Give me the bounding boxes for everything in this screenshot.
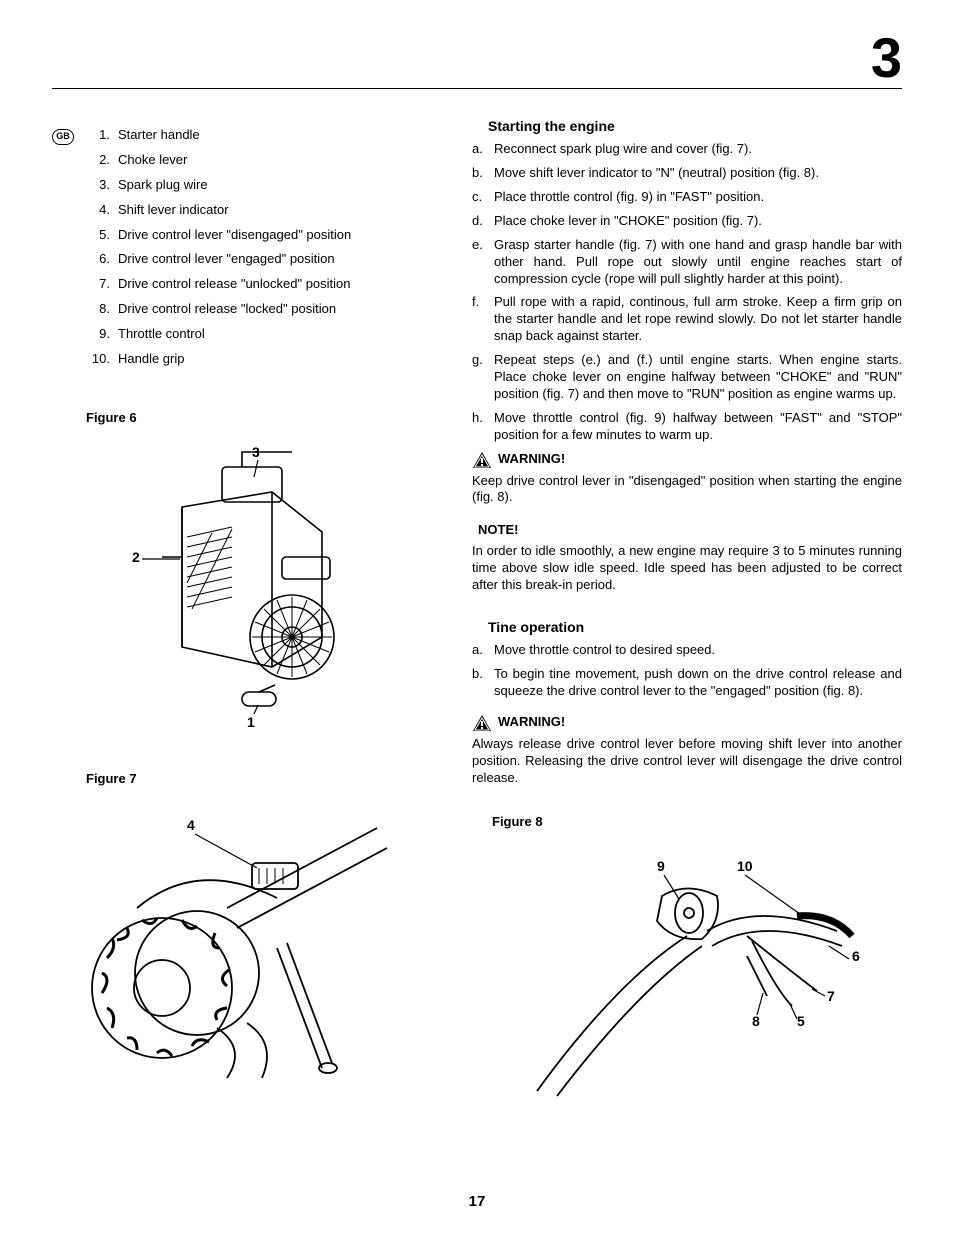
- starting-steps: a.Reconnect spark plug wire and cover (f…: [472, 141, 902, 443]
- tine-heading: Tine operation: [488, 618, 902, 636]
- list-item: 1.Starter handle: [88, 127, 351, 144]
- callout-10: 10: [737, 858, 753, 874]
- warning1-label: WARNING!: [498, 451, 565, 468]
- list-item: a.Move throttle control to desired speed…: [472, 642, 902, 659]
- list-item: b.To begin tine movement, push down on t…: [472, 666, 902, 700]
- warning-icon: [472, 451, 492, 469]
- figure8-caption: Figure 8: [492, 814, 902, 831]
- warning1-row: WARNING!: [472, 451, 902, 469]
- warning2-row: WARNING!: [472, 714, 902, 732]
- list-item: 2.Choke lever: [88, 152, 351, 169]
- callout-3: 3: [252, 444, 260, 460]
- warning2-body: Always release drive control lever befor…: [472, 736, 902, 787]
- parts-ol: 1.Starter handle 2.Choke lever 3.Spark p…: [82, 127, 351, 376]
- list-item: c.Place throttle control (fig. 9) in "FA…: [472, 189, 902, 206]
- list-item: 9.Throttle control: [88, 326, 351, 343]
- note-label: NOTE!: [478, 522, 902, 539]
- warning2-label: WARNING!: [498, 714, 565, 731]
- figure7: 4: [52, 798, 432, 1098]
- callout-6: 6: [852, 948, 860, 964]
- list-item: 10.Handle grip: [88, 351, 351, 368]
- list-item: e.Grasp starter handle (fig. 7) with one…: [472, 237, 902, 288]
- tine-steps: a.Move throttle control to desired speed…: [472, 642, 902, 700]
- figure7-caption: Figure 7: [86, 771, 432, 788]
- list-item: 3.Spark plug wire: [88, 177, 351, 194]
- list-item: g.Repeat steps (e.) and (f.) until engin…: [472, 352, 902, 403]
- note-body: In order to idle smoothly, a new engine …: [472, 543, 902, 594]
- list-item: 7.Drive control release "unlocked" posit…: [88, 276, 351, 293]
- parts-list: GB 1.Starter handle 2.Choke lever 3.Spar…: [52, 127, 432, 376]
- list-item: a.Reconnect spark plug wire and cover (f…: [472, 141, 902, 158]
- figure8: 9 10 6 7 5 8: [472, 841, 902, 1111]
- callout-7: 7: [827, 988, 835, 1004]
- chapter-number: 3: [871, 30, 902, 86]
- list-item: d.Place choke lever in "CHOKE" position …: [472, 213, 902, 230]
- list-item: h.Move throttle control (fig. 9) halfway…: [472, 410, 902, 444]
- callout-5: 5: [797, 1013, 805, 1029]
- callout-8: 8: [752, 1013, 760, 1029]
- right-column: Starting the engine a.Reconnect spark pl…: [472, 117, 902, 1121]
- figure6: 3 2 1: [52, 437, 432, 737]
- handle-diagram-icon: 9 10 6 7 5 8: [497, 841, 877, 1111]
- warning-icon: [472, 714, 492, 732]
- list-item: 5.Drive control lever "disengaged" posit…: [88, 227, 351, 244]
- tiller-diagram-icon: 4: [77, 798, 407, 1098]
- callout-2: 2: [132, 549, 140, 565]
- list-item: f.Pull rope with a rapid, continous, ful…: [472, 294, 902, 345]
- list-item: 6.Drive control lever "engaged" position: [88, 251, 351, 268]
- callout-9: 9: [657, 858, 665, 874]
- engine-diagram-icon: 3 2 1: [92, 437, 392, 737]
- figure6-caption: Figure 6: [86, 410, 432, 427]
- warning1-body: Keep drive control lever in "disengaged"…: [472, 473, 902, 507]
- list-item: 4.Shift lever indicator: [88, 202, 351, 219]
- page-number: 17: [0, 1192, 954, 1212]
- callout-1: 1: [247, 714, 255, 730]
- locale-badge: GB: [52, 129, 74, 145]
- top-rule: [52, 88, 902, 89]
- content-columns: GB 1.Starter handle 2.Choke lever 3.Spar…: [52, 117, 902, 1121]
- starting-heading: Starting the engine: [488, 117, 902, 135]
- left-column: GB 1.Starter handle 2.Choke lever 3.Spar…: [52, 117, 432, 1121]
- list-item: 8.Drive control release "locked" positio…: [88, 301, 351, 318]
- list-item: b.Move shift lever indicator to "N" (neu…: [472, 165, 902, 182]
- callout-4: 4: [187, 817, 195, 833]
